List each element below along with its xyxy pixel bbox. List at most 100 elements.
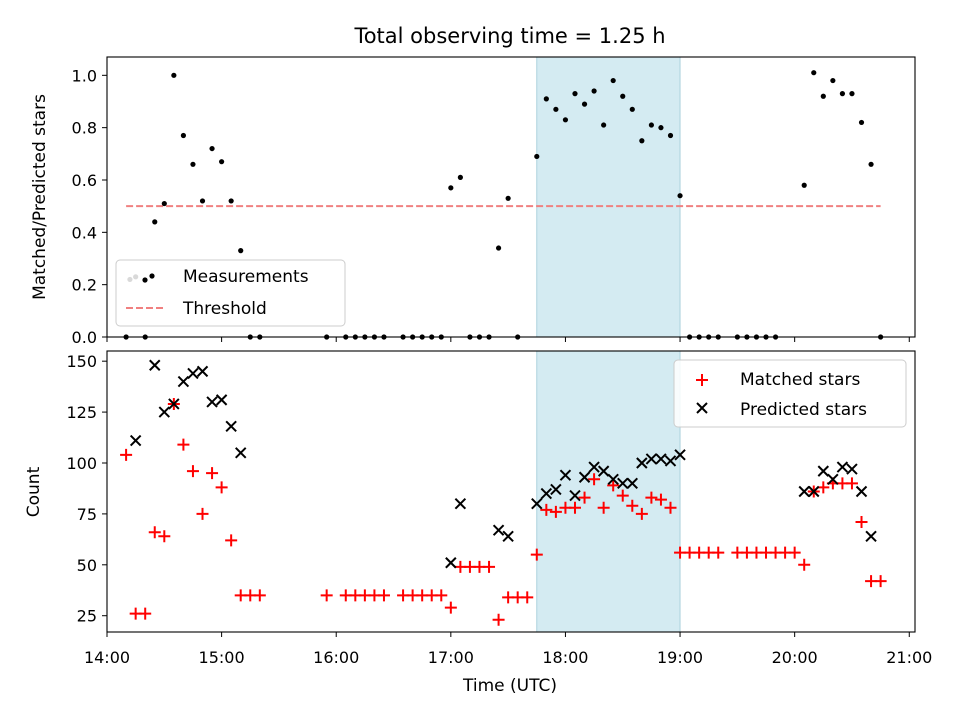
predicted-star-point (827, 473, 839, 485)
matched-star-point (215, 481, 228, 494)
bottom-x-tick-label: 14:00 (84, 648, 130, 667)
measurement-point (639, 138, 645, 144)
measurement-point (648, 122, 654, 128)
legend-predicted-x (696, 402, 708, 414)
predicted-star-point (817, 465, 830, 477)
predicted-star-point (215, 394, 228, 406)
legend-measurements-dot (142, 277, 148, 283)
top-y-tick-label: 1.0 (72, 66, 97, 85)
measurement-point (505, 195, 511, 201)
bottom-y-tick-label: 150 (66, 352, 97, 371)
predicted-star-point (550, 483, 562, 496)
top-y-tick-label: 0.0 (72, 328, 97, 347)
measurement-point (801, 182, 807, 188)
matched-star-point (253, 589, 266, 602)
top-y-tick-label: 0.6 (72, 171, 97, 190)
matched-star-point (588, 473, 601, 486)
predicted-star-point (645, 453, 658, 465)
predicted-star-point (674, 449, 686, 461)
top-legend-box (115, 259, 346, 327)
top-panel: 0.0 0.2 0.4 0.6 0.8 1.0 Matched/Predicted sta… (30, 56, 916, 347)
bottom-x-tick-label: 19:00 (657, 648, 703, 667)
predicted-star-point (569, 489, 581, 502)
predicted-star-point (597, 465, 610, 477)
measurement-point (667, 132, 674, 139)
legend-measurements-label: Measurements (183, 267, 309, 287)
predicted-star-point (168, 398, 180, 410)
predicted-star-point (235, 447, 247, 459)
top-y-tick-label: 0.8 (72, 119, 97, 138)
predicted-star-point (855, 485, 868, 498)
top-axes-frame (106, 56, 916, 338)
predicted-star-point (158, 406, 171, 418)
bottom-y-axis-label: Count (24, 466, 44, 517)
measurement-point (238, 248, 244, 254)
bottom-panel: 25 50 75 100 125 150 14:00 15:00 16:00 17:00 18:0… (24, 350, 932, 696)
measurement-point (629, 106, 635, 112)
matched-star-point (186, 465, 199, 478)
matched-star-point (158, 530, 171, 543)
predicted-star-point (492, 524, 505, 536)
predicted-star-point (636, 457, 648, 469)
matched-star-point (206, 467, 219, 480)
bottom-y-tick-label: 75 (77, 505, 97, 524)
predicted-star-point (225, 420, 237, 433)
top-highlight-span (536, 56, 681, 338)
matched-star-point (530, 548, 543, 561)
predicted-star-point (588, 461, 600, 473)
predicted-star-point (206, 396, 218, 408)
top-y-axis-label: Matched/Predicted stars (30, 94, 50, 300)
predicted-star-point (626, 477, 639, 490)
measurement-point (658, 125, 664, 131)
matched-star-point (635, 507, 648, 520)
matched-star-point (492, 613, 505, 626)
measurement-point (495, 245, 502, 251)
measurement-point (534, 153, 540, 160)
predicted-star-point (617, 477, 629, 490)
predicted-star-point (502, 530, 514, 543)
predicted-star-point (187, 367, 199, 380)
predicted-star-point (445, 557, 457, 569)
top-y-tick-label: 0.4 (72, 223, 97, 242)
measurement-point (190, 161, 196, 167)
matched-star-point (616, 489, 629, 502)
measurement-point (811, 70, 817, 76)
matched-star-point (483, 560, 496, 573)
measurement-point (199, 198, 206, 204)
predicted-star-point (559, 469, 572, 481)
matched-star-point (444, 601, 457, 614)
measurement-point (180, 132, 187, 139)
matched-star-point (521, 591, 534, 604)
predicted-star-point (196, 365, 209, 378)
matched-star-point (549, 505, 562, 518)
measurement-point (858, 119, 865, 126)
bottom-y-tick-label: 125 (66, 403, 97, 422)
predicted-star-point (836, 461, 849, 473)
measurement-point (677, 193, 683, 199)
matched-star-point (435, 589, 448, 602)
predicted-star-point (129, 434, 142, 447)
predicted-star-point (149, 359, 161, 371)
predicted-star-point (540, 487, 553, 500)
matched-star-point (148, 526, 161, 539)
measurement-point (553, 106, 559, 112)
bottom-x-axis-label: Time (UTC) (462, 676, 557, 696)
bottom-x-tick-label: 21:00 (886, 648, 932, 667)
matched-star-point (645, 491, 658, 504)
matched-star-point (320, 589, 333, 602)
measurement-point (457, 174, 463, 180)
matched-star-point (788, 546, 801, 559)
top-legend: Measurements Threshold (115, 259, 346, 327)
matched-star-point (225, 534, 238, 547)
measurement-point (591, 88, 597, 94)
measurement-point (543, 96, 549, 102)
matched-star-point (626, 499, 639, 512)
bottom-x-tick-label: 16:00 (313, 648, 359, 667)
measurement-point (820, 93, 826, 99)
measurement-point (171, 72, 177, 78)
measurement-point (581, 101, 588, 107)
matched-star-point (712, 546, 725, 559)
matched-star-point (664, 501, 677, 514)
measurement-point (152, 219, 158, 225)
